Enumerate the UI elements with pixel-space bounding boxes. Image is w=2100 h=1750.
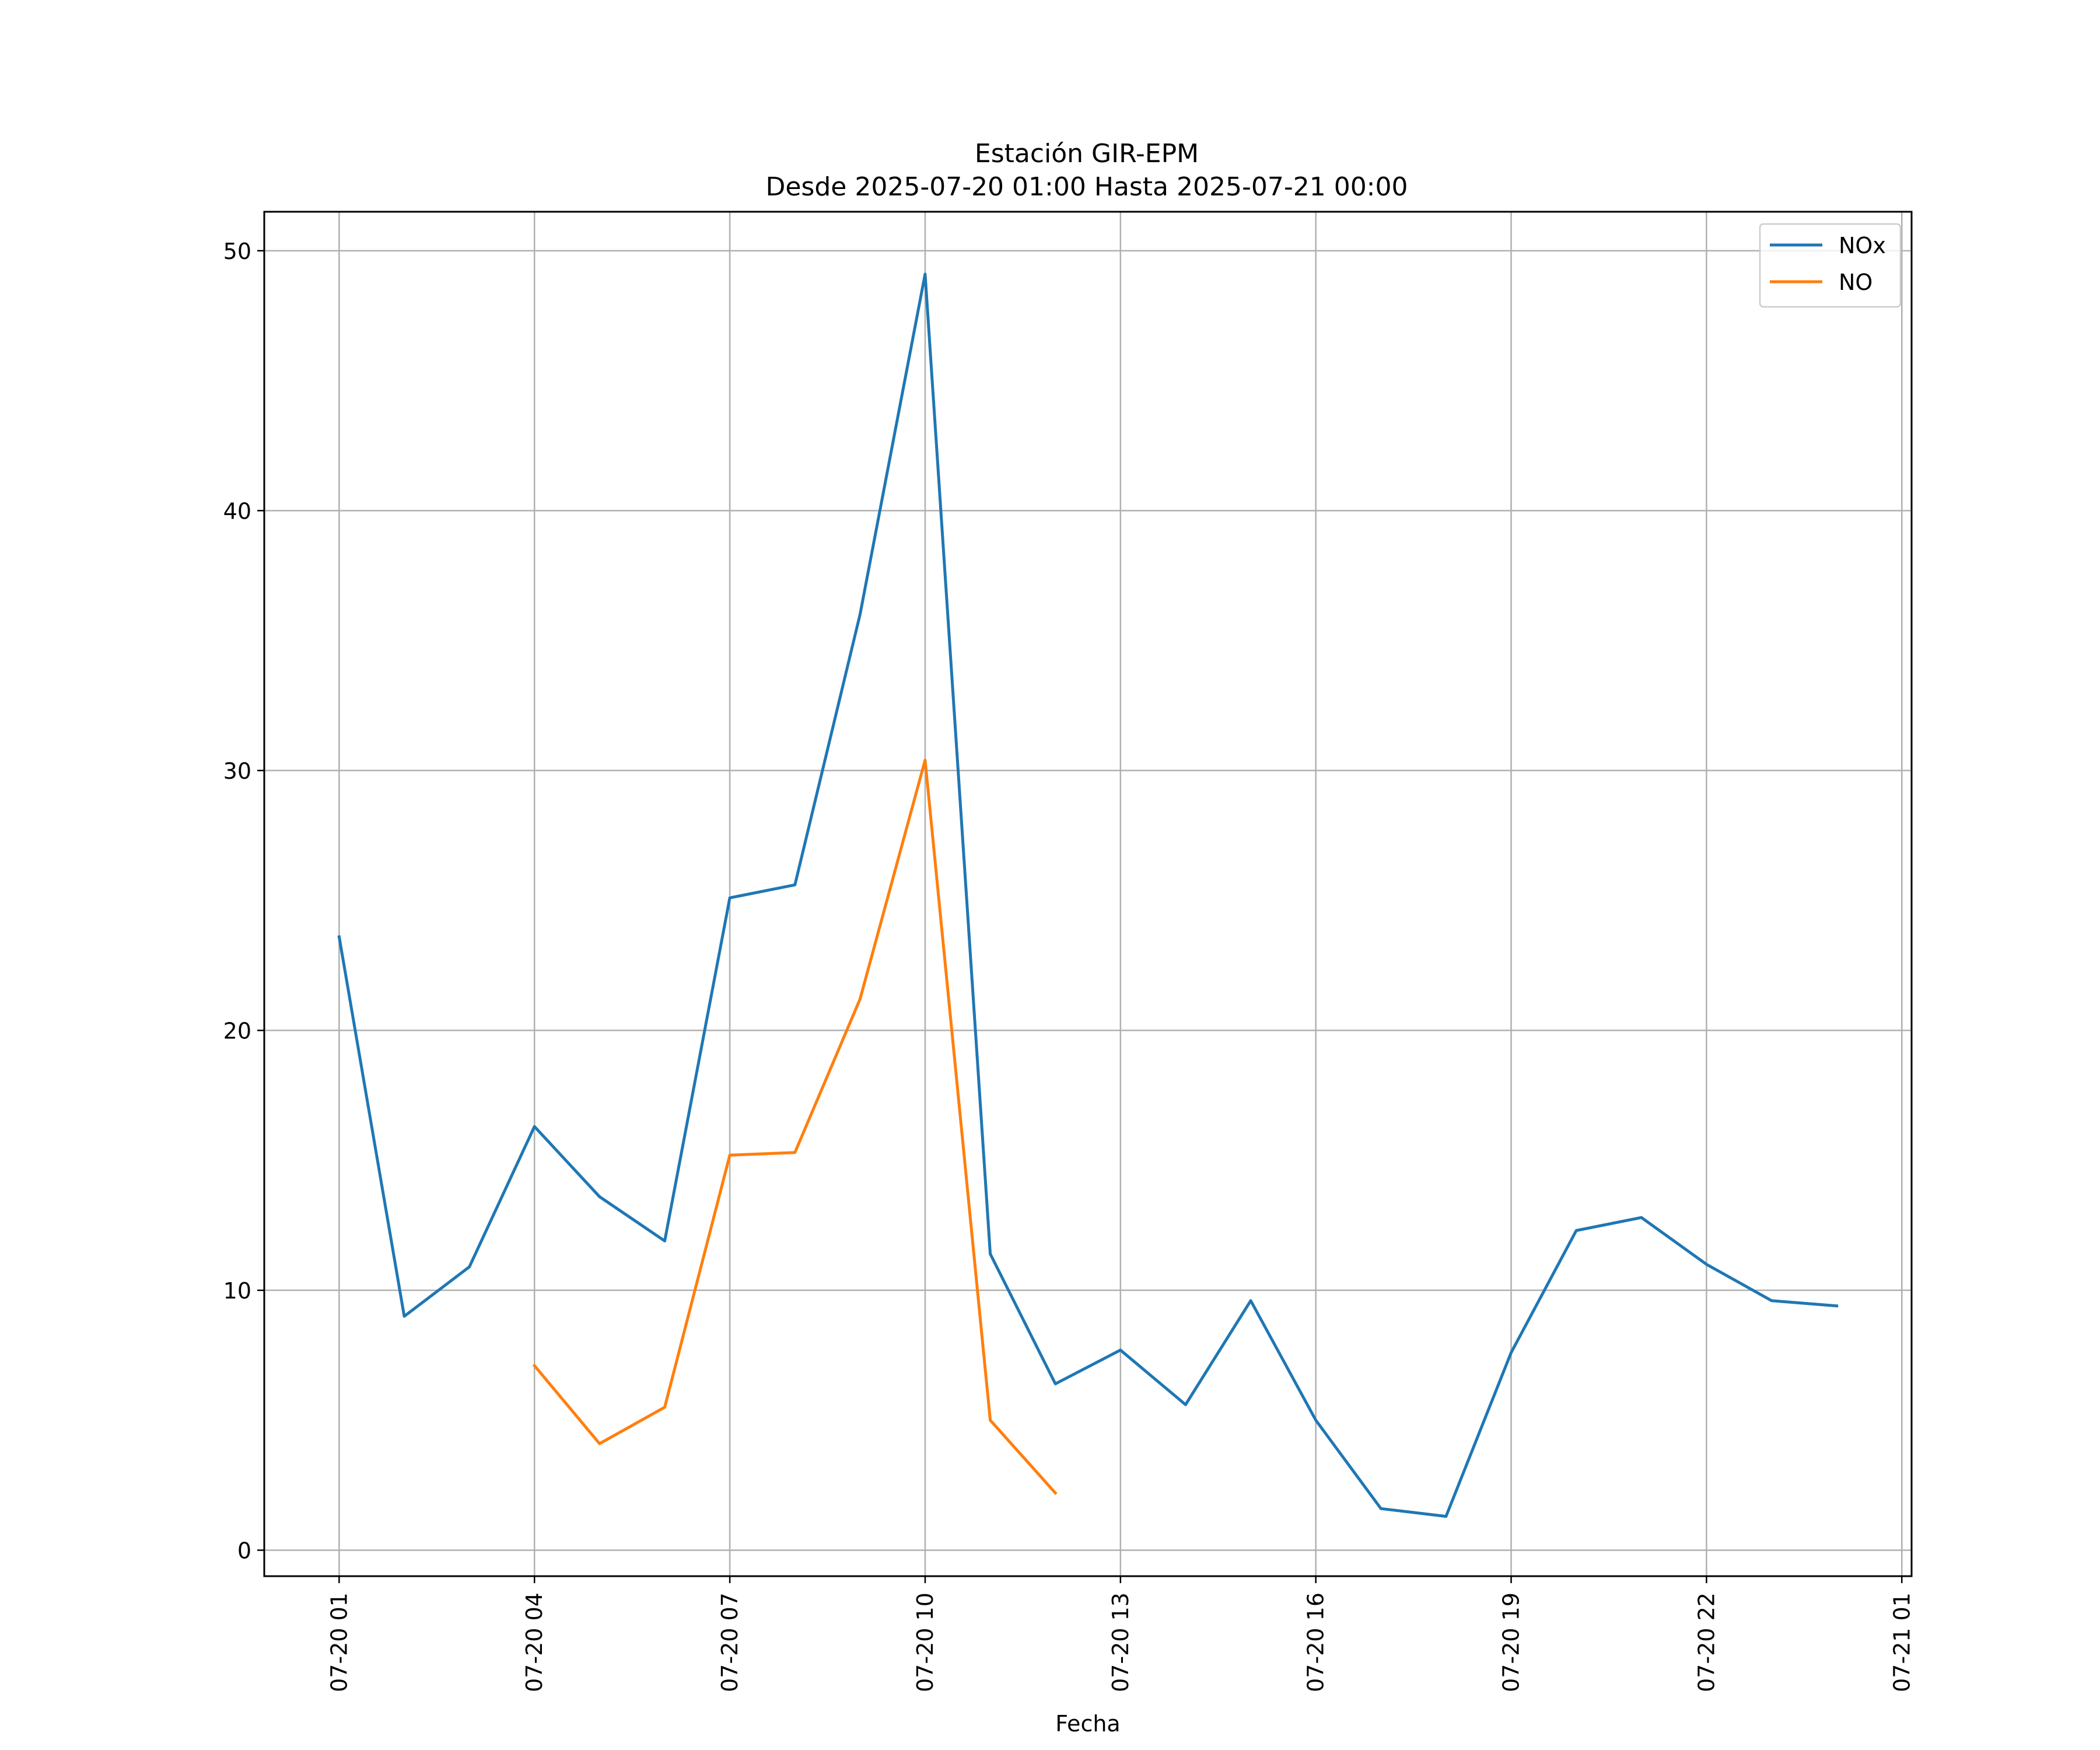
y-tick-label: 20 (223, 1018, 251, 1044)
y-tick-label: 50 (223, 239, 251, 264)
x-axis-label: Fecha (1055, 1711, 1120, 1737)
x-tick-label: 07-20 01 (326, 1592, 352, 1692)
x-tick-label: 07-20 19 (1499, 1592, 1524, 1692)
y-tick-label: 0 (237, 1538, 251, 1563)
plot-frame (263, 211, 1913, 1577)
x-tick-label: 07-20 07 (717, 1592, 743, 1692)
x-tick-label: 07-20 16 (1303, 1592, 1329, 1692)
x-tick-label: 07-21 01 (1889, 1592, 1915, 1692)
x-tick-label: 07-20 10 (912, 1592, 938, 1692)
y-axis: 0 10 20 30 40 50 (223, 239, 264, 1563)
legend: NOx NO (1759, 223, 1902, 308)
x-axis: 07-20 01 07-20 04 07-20 07 07-20 10 07-20 13… (326, 1576, 1915, 1692)
y-tick-label: 10 (223, 1278, 251, 1304)
series-line-nox (337, 272, 1839, 1518)
legend-label-nox: NOx (1839, 233, 1886, 258)
chart-title: Estación GIR-EPM (975, 139, 1199, 169)
series-lines (337, 272, 1839, 1518)
chart-subtitle: Desde 2025-07-20 01:00 Hasta 2025-07-21 … (765, 172, 1408, 202)
y-tick-label: 40 (223, 498, 251, 524)
x-tick-label: 07-20 22 (1693, 1592, 1719, 1692)
y-tick-label: 30 (223, 758, 251, 784)
x-tick-label: 07-20 04 (522, 1592, 547, 1692)
series-line-no (532, 758, 1058, 1495)
legend-label-no: NO (1839, 270, 1873, 295)
x-tick-label: 07-20 13 (1108, 1592, 1133, 1692)
